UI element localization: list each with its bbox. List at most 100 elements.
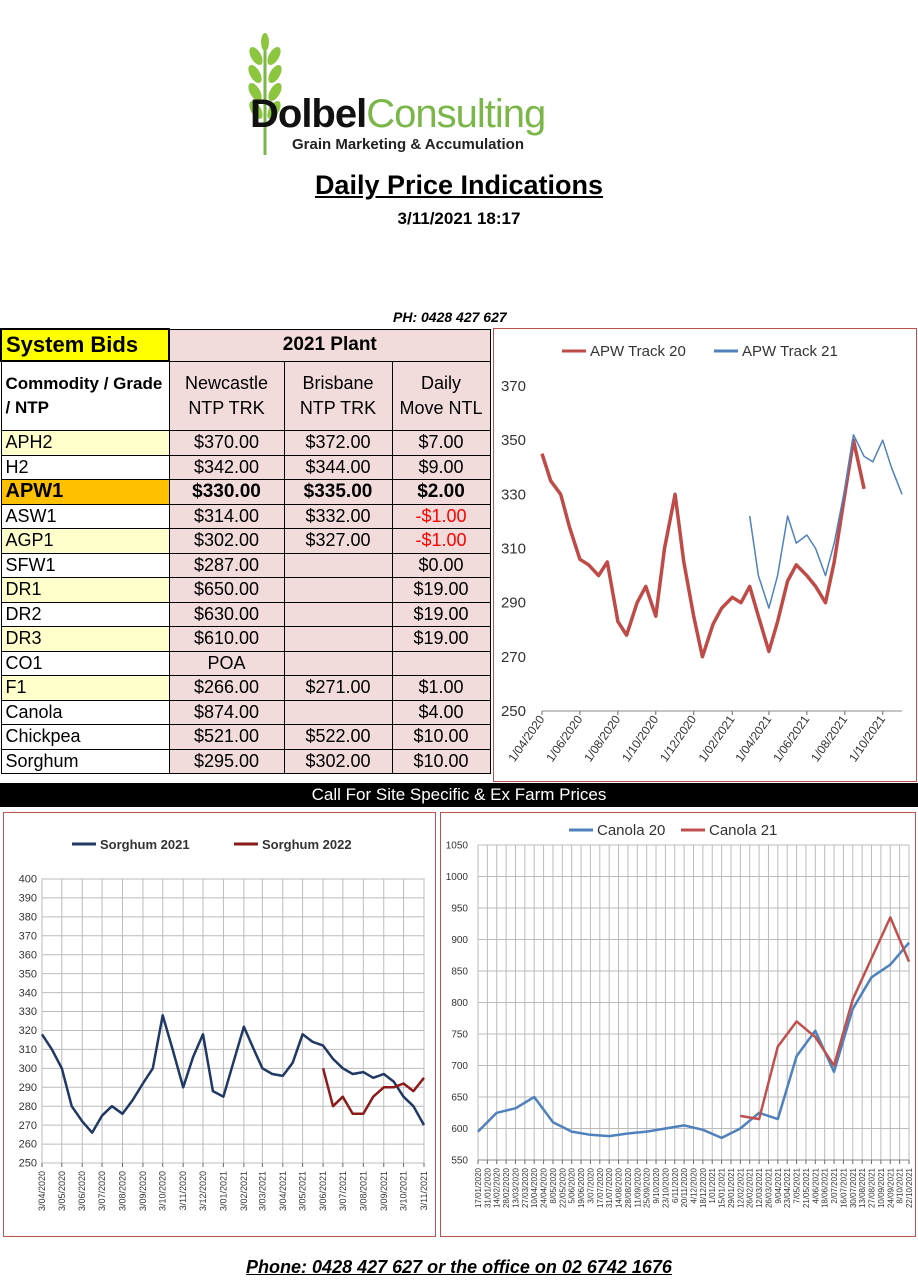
x-tick-label: 3/10/2021	[399, 1171, 409, 1211]
x-tick-label: 1/04/2020	[505, 712, 547, 764]
y-tick-label: 290	[19, 1082, 37, 1094]
daily-move-cell: $10.00	[391, 748, 491, 774]
newcastle-price-cell: $874.00	[168, 699, 285, 725]
x-tick-label: 31/01/2020	[483, 1167, 492, 1208]
x-tick-label: 23/10/2020	[661, 1167, 670, 1208]
x-tick-label: 13/08/2021	[858, 1167, 867, 1208]
y-tick-label: 280	[19, 1101, 37, 1113]
brand-name: DolbelConsulting	[250, 92, 546, 136]
brisbane-price-cell: $335.00	[283, 479, 393, 505]
series-line-2	[321, 1067, 425, 1116]
report-datetime: 3/11/2021 18:17	[397, 209, 521, 228]
x-tick-label: 5/06/2020	[568, 1167, 577, 1203]
phone-label: PH: 0428 427 627	[393, 309, 507, 325]
grade-cell: DR2	[0, 601, 170, 627]
newcastle-price-cell: $314.00	[168, 503, 285, 529]
daily-move-cell	[391, 650, 491, 676]
y-tick-label: 380	[19, 912, 37, 924]
y-tick-label: 390	[19, 893, 37, 905]
col-commodity: Commodity / Grade / NTP	[0, 360, 170, 431]
legend-label: APW Track 20	[590, 343, 686, 360]
x-tick-label: 8/05/2020	[549, 1167, 558, 1203]
x-tick-label: 26/02/2021	[746, 1167, 755, 1208]
x-tick-label: 3/05/2020	[57, 1171, 67, 1211]
y-tick-label: 1050	[446, 840, 469, 851]
series-line-2	[748, 434, 903, 609]
grade-cell: F1	[0, 675, 170, 701]
x-tick-label: 15/01/2021	[718, 1167, 727, 1208]
legend-label: APW Track 21	[742, 343, 838, 360]
price-table: System Bids 2021 Plant Commodity / Grade…	[0, 328, 491, 774]
x-tick-label: 1/04/2021	[732, 712, 774, 764]
y-tick-label: 290	[501, 595, 526, 612]
brisbane-price-cell: $522.00	[283, 724, 393, 750]
x-tick-label: 1/10/2021	[846, 712, 888, 764]
grade-cell: DR1	[0, 577, 170, 603]
y-tick-label: 310	[19, 1044, 37, 1056]
grade-cell: CO1	[0, 650, 170, 676]
x-tick-label: 8/10/2021	[896, 1167, 905, 1203]
y-tick-label: 370	[19, 930, 37, 942]
y-tick-label: 800	[451, 998, 468, 1009]
wheat-icon	[248, 33, 282, 155]
daily-move-cell: $9.00	[391, 454, 491, 480]
grade-cell: Chickpea	[0, 724, 170, 750]
x-tick-label: 7/05/2021	[793, 1167, 802, 1203]
newcastle-price-cell: $370.00	[168, 430, 285, 456]
y-tick-label: 260	[19, 1139, 37, 1151]
daily-move-cell: $4.00	[391, 699, 491, 725]
grade-cell: DR3	[0, 626, 170, 652]
daily-move-cell: $7.00	[391, 430, 491, 456]
table-row: APW1 $330.00 $335.00 $2.00	[0, 479, 491, 505]
x-tick-label: 25/09/2020	[643, 1167, 652, 1208]
x-tick-label: 30/07/2021	[849, 1167, 858, 1208]
y-tick-label: 950	[451, 903, 468, 914]
x-tick-label: 3/09/2021	[379, 1171, 389, 1211]
y-tick-label: 360	[19, 949, 37, 961]
apw-chart-panel: 250 270 290 310 330 350 370 1/04/2020 1/06/2020 1…	[493, 328, 917, 782]
table-row: Chickpea $521.00 $522.00 $10.00	[0, 724, 491, 750]
x-tick-label: 21/05/2021	[802, 1167, 811, 1208]
y-tick-label: 320	[19, 1025, 37, 1037]
logo: DolbelConsulting Grain Marketing & Accum…	[240, 30, 610, 160]
x-tick-label: 10/09/2021	[877, 1167, 886, 1208]
x-tick-label: 3/11/2020	[178, 1171, 188, 1210]
newcastle-price-cell: $342.00	[168, 454, 285, 480]
y-tick-label: 250	[501, 703, 526, 720]
x-tick-label: 18/12/2020	[699, 1167, 708, 1208]
page-title: Daily Price Indications	[314, 170, 604, 200]
grade-cell: Canola	[0, 699, 170, 725]
x-tick-label: 1/06/2020	[543, 712, 585, 764]
brand-tagline: Grain Marketing & Accumulation	[292, 136, 524, 153]
x-tick-label: 17/01/2020	[474, 1167, 483, 1208]
x-tick-label: 24/04/2020	[540, 1167, 549, 1208]
x-tick-label: 3/09/2020	[138, 1171, 148, 1211]
table-row: ASW1 $314.00 $332.00 -$1.00	[0, 503, 491, 529]
brisbane-price-cell	[283, 626, 393, 652]
grade-cell: ASW1	[0, 503, 170, 529]
legend-label: Canola 20	[597, 822, 665, 839]
x-tick-label: 9/10/2020	[652, 1167, 661, 1203]
legend-label: Sorghum 2021	[100, 837, 190, 852]
x-tick-label: 1/06/2021	[770, 712, 812, 764]
newcastle-price-cell: POA	[168, 650, 285, 676]
grade-cell: AGP1	[0, 528, 170, 554]
x-tick-label: 2/07/2021	[830, 1167, 839, 1203]
col-move: Daily Move NTL	[391, 360, 491, 431]
x-tick-label: 3/08/2020	[117, 1171, 127, 1211]
y-tick-label: 600	[451, 1124, 468, 1135]
plant-header: 2021 Plant	[168, 328, 491, 362]
x-tick-label: 27/03/2020	[521, 1167, 530, 1208]
table-row: APH2 $370.00 $372.00 $7.00	[0, 430, 491, 456]
brisbane-price-cell: $302.00	[283, 748, 393, 774]
daily-move-cell: $0.00	[391, 552, 491, 578]
x-tick-label: 3/04/2021	[278, 1171, 288, 1211]
y-tick-label: 330	[19, 1006, 37, 1018]
table-row: CO1 POA	[0, 650, 491, 676]
canola-chart-panel: 550 600 650 700 750 800 850 900 950 1000 1050 17/01…	[440, 812, 916, 1237]
x-tick-label: 3/07/2020	[97, 1171, 107, 1211]
x-tick-label: 1/12/2020	[657, 712, 699, 764]
table-row: DR2 $630.00 $19.00	[0, 601, 491, 627]
x-tick-label: 12/02/2021	[736, 1167, 745, 1208]
col-newcastle: Newcastle NTP TRK	[168, 360, 285, 431]
